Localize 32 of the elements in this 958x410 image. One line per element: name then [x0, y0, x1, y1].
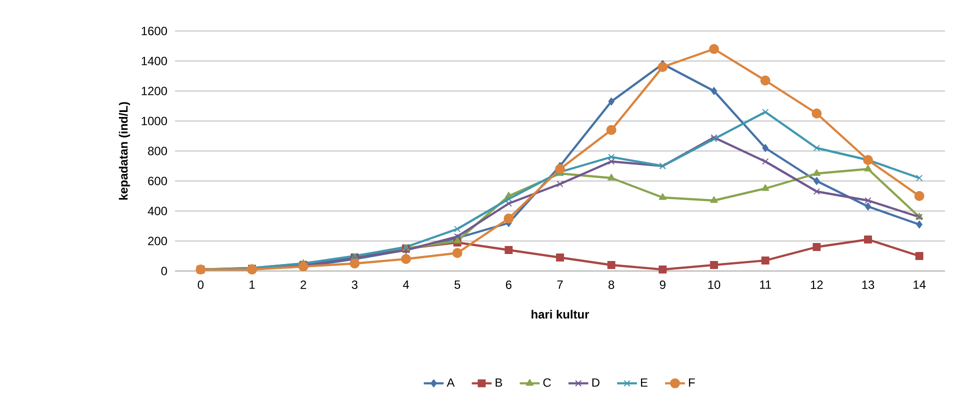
x-tick-label: 10 [708, 280, 720, 289]
x-tick-label: 2 [300, 280, 306, 289]
y-tick-label: 0 [161, 266, 168, 276]
legend-label: E [641, 378, 648, 387]
legend-label: C [543, 378, 551, 387]
x-tick-label: 11 [760, 280, 771, 289]
x-tick-label: 13 [862, 280, 874, 289]
y-tick-label: 800 [148, 146, 168, 156]
y-tick-label: 1000 [142, 116, 168, 126]
x-tick-label: 3 [352, 280, 358, 289]
x-tick-label: 12 [810, 280, 823, 289]
x-tick-label: 8 [608, 280, 614, 289]
y-tick-label: 1400 [142, 56, 168, 66]
y-tick-label: 600 [148, 176, 168, 186]
y-tick-label: 1600 [142, 26, 168, 36]
legend-label: D [592, 378, 600, 387]
x-tick-label: 7 [557, 280, 563, 289]
y-tick-label: 1200 [142, 86, 168, 96]
legend-label: B [496, 378, 502, 387]
x-tick-label: 1 [250, 280, 255, 289]
y-tick-label: 200 [148, 236, 168, 246]
x-tick-label: 5 [454, 280, 460, 289]
legend-label: F [688, 378, 695, 387]
x-axis-title: hari kultur [532, 310, 590, 319]
legend-label: A [446, 378, 455, 387]
x-tick-label: 14 [914, 280, 926, 289]
x-tick-label: 6 [506, 280, 512, 289]
y-tick-label: 400 [148, 206, 168, 216]
x-tick-label: 9 [660, 280, 666, 289]
y-axis-title: kepadatan (ind/L) [118, 102, 130, 200]
x-tick-label: 4 [402, 280, 409, 289]
x-tick-label: 0 [198, 280, 204, 289]
